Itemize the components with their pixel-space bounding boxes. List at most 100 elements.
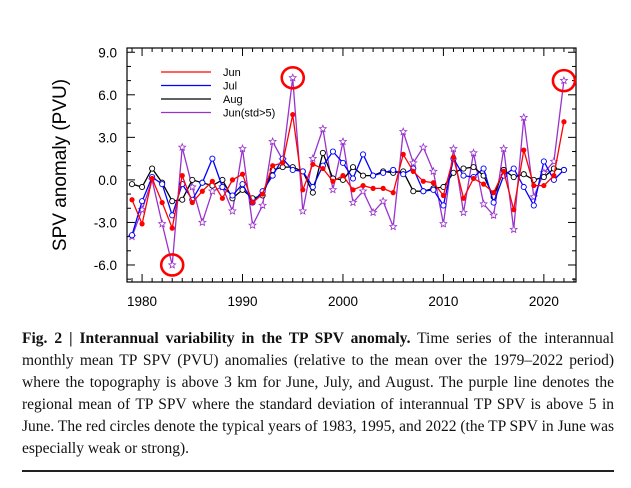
data-point [329, 148, 336, 155]
data-point [318, 124, 328, 133]
data-point [197, 217, 207, 227]
data-point [290, 112, 296, 118]
data-point [410, 168, 416, 174]
y-tick-label: 9.0 [98, 45, 117, 60]
data-point [189, 199, 195, 206]
data-point [270, 163, 276, 169]
legend-label: Aug [223, 94, 243, 106]
data-point [428, 166, 438, 176]
caption-rule [22, 470, 614, 472]
data-point [229, 177, 236, 183]
data-point [469, 148, 479, 157]
data-point [289, 166, 296, 174]
data-point [340, 173, 346, 179]
caption-text: Time series of the interannual monthly m… [22, 330, 614, 457]
data-point [310, 161, 316, 167]
data-point [179, 173, 185, 179]
data-point [330, 178, 336, 184]
data-point [418, 142, 428, 152]
data-point [308, 153, 318, 163]
data-point [239, 171, 246, 177]
x-tick-label: 2020 [529, 294, 559, 309]
data-point [159, 199, 165, 206]
x-tick-label: 1990 [227, 294, 257, 309]
data-point [288, 73, 298, 82]
data-point [309, 189, 316, 196]
data-point [360, 172, 367, 179]
legend-label: Jun [223, 67, 241, 79]
data-point [268, 136, 278, 146]
data-point [450, 154, 457, 160]
data-point [390, 166, 397, 174]
y-tick-label: 0.0 [98, 173, 117, 188]
data-point [219, 183, 226, 191]
y-tick-label: -6.0 [94, 258, 117, 273]
data-point [479, 199, 489, 208]
data-point [490, 199, 497, 206]
data-point [209, 155, 216, 162]
data-point [460, 195, 467, 201]
data-point [269, 172, 276, 179]
data-point [300, 187, 306, 193]
data-point [400, 171, 407, 178]
data-point [520, 183, 527, 191]
data-point [520, 171, 527, 178]
data-point [128, 232, 136, 239]
data-point [249, 199, 256, 206]
data-point [448, 144, 458, 153]
y-tick-label: 6.0 [98, 88, 117, 103]
data-point [491, 190, 497, 196]
data-point [460, 172, 467, 179]
data-point [157, 219, 167, 228]
data-point [238, 144, 247, 153]
data-point [349, 164, 357, 171]
data-point [258, 200, 267, 210]
data-point [410, 188, 417, 195]
series-line [131, 77, 565, 266]
data-point [430, 180, 436, 186]
data-point [439, 219, 448, 228]
data-point [450, 169, 457, 176]
data-point [328, 185, 338, 194]
data-point [501, 168, 507, 174]
x-tick-label: 1980 [127, 294, 157, 309]
data-point [179, 196, 186, 203]
data-point [408, 158, 418, 167]
data-point [390, 190, 396, 196]
x-tick-label: 2010 [428, 294, 458, 309]
data-point [370, 172, 377, 179]
data-point [540, 158, 547, 165]
data-point [551, 173, 557, 179]
data-point [511, 207, 517, 213]
plot-frame [126, 47, 577, 283]
data-point [480, 165, 487, 172]
data-point [248, 220, 258, 230]
data-point [177, 142, 187, 152]
data-point [531, 182, 537, 189]
highlight-circle [551, 68, 577, 93]
data-point [239, 181, 246, 188]
data-point [298, 206, 308, 215]
data-point [208, 186, 217, 195]
data-point [139, 198, 146, 205]
data-point [280, 160, 286, 166]
data-point [189, 176, 196, 183]
data-point [388, 222, 398, 231]
data-point [227, 206, 237, 215]
data-point [169, 198, 176, 205]
data-point [169, 225, 175, 231]
data-point [380, 185, 386, 191]
y-tick-label: -3.0 [94, 215, 117, 230]
data-point [370, 185, 376, 191]
data-point [470, 164, 477, 171]
data-point [509, 224, 519, 234]
data-point [199, 179, 206, 186]
data-point [139, 183, 146, 191]
data-point [229, 192, 236, 199]
data-point [398, 127, 408, 136]
data-point [129, 197, 135, 203]
y-tick-label: 3.0 [98, 130, 117, 145]
data-point [139, 221, 145, 227]
data-point [360, 182, 366, 189]
